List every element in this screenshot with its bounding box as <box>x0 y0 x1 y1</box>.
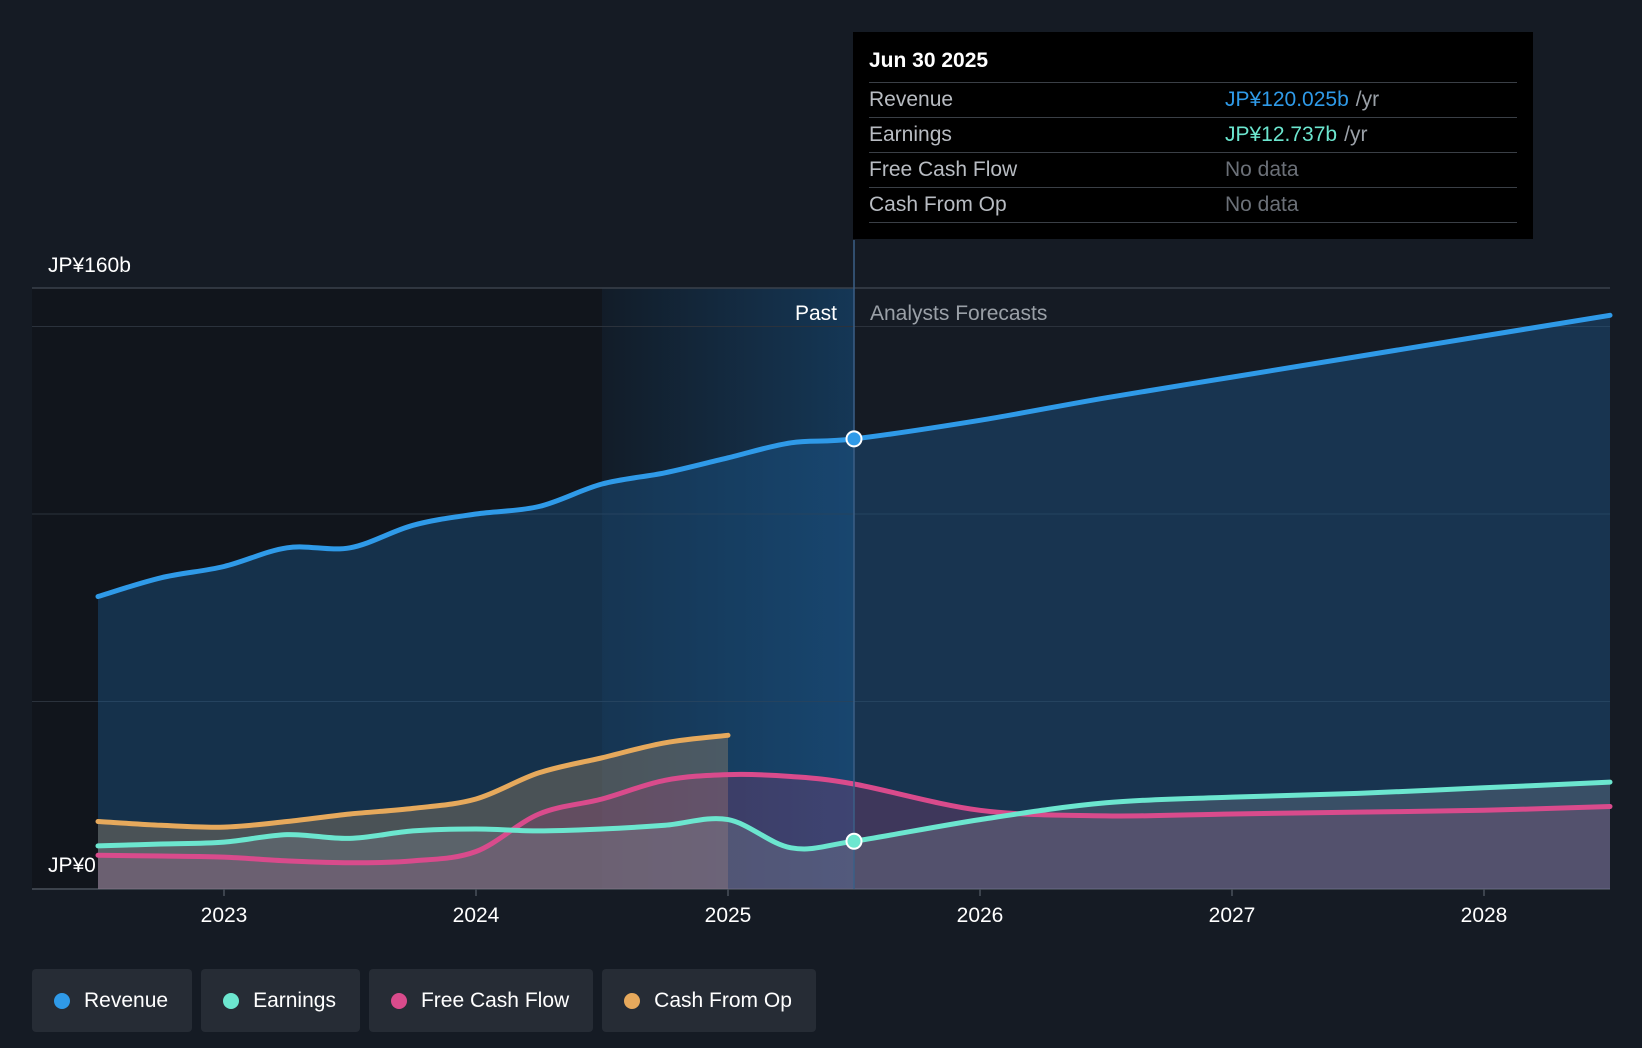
tooltip-value-earnings: JP¥12.737b <box>1225 123 1338 146</box>
tooltip-row-earnings: Earnings JP¥12.737b /yr <box>869 118 1517 153</box>
tooltip-row-revenue: Revenue JP¥120.025b /yr <box>869 83 1517 118</box>
x-tick-label: 2026 <box>957 904 1004 927</box>
tooltip-date: Jun 30 2025 <box>869 46 1517 83</box>
highlight-band <box>602 288 854 889</box>
y-axis-label-zero: JP¥0 <box>48 854 96 877</box>
revenue-dot-icon <box>54 992 70 1009</box>
tooltip-value-free-cash-flow: No data <box>1225 158 1299 181</box>
legend-item-earnings[interactable]: Earnings <box>201 969 360 1032</box>
revenue-line <box>95 312 1613 599</box>
tooltip-row-cash-from-op: Cash From Op No data <box>869 188 1517 223</box>
legend-label: Earnings <box>253 988 336 1012</box>
past-label: Past <box>795 302 837 325</box>
tooltip-unit: /yr <box>1344 123 1368 146</box>
x-tick-label: 2024 <box>453 904 500 927</box>
legend-label: Revenue <box>84 988 169 1012</box>
earnings-dot-icon <box>223 992 240 1009</box>
tooltip-unit: /yr <box>1355 88 1380 111</box>
series-lines <box>95 312 1613 866</box>
tooltip-label: Earnings <box>869 123 952 146</box>
x-tick-label: 2027 <box>1209 904 1256 927</box>
legend: Revenue Earnings Free Cash Flow Cash Fro… <box>32 969 816 1032</box>
legend-label: Cash From Op <box>654 988 792 1012</box>
free-cash-flow-line <box>95 771 1613 866</box>
forecast-label: Analysts Forecasts <box>870 302 1047 325</box>
free-cash-flow-dot-icon <box>390 992 407 1009</box>
legend-item-revenue[interactable]: Revenue <box>32 969 193 1032</box>
tooltip-label: Cash From Op <box>869 193 1007 216</box>
y-axis-label-top: JP¥160b <box>48 254 131 277</box>
tooltip-label: Free Cash Flow <box>869 158 1018 181</box>
legend-label: Free Cash Flow <box>420 988 570 1012</box>
cash-from-op-line <box>95 732 731 830</box>
earnings-marker <box>845 832 863 850</box>
hover-tooltip: Jun 30 2025 Revenue JP¥120.025b /yr Earn… <box>853 32 1533 239</box>
x-tick-label: 2025 <box>705 904 752 927</box>
tooltip-label: Revenue <box>869 88 954 111</box>
x-axis-ticks: 2023 2024 2025 2026 2027 2028 <box>201 889 1508 927</box>
legend-item-cash-from-op[interactable]: Cash From Op <box>602 969 816 1032</box>
cash-from-op-area <box>98 735 728 889</box>
tooltip-value-revenue: JP¥120.025b <box>1225 88 1349 111</box>
earnings-line <box>95 779 1613 852</box>
tooltip-value-cash-from-op: No data <box>1225 193 1299 216</box>
tooltip-value-group: JP¥120.025b /yr <box>1225 83 1379 117</box>
legend-item-free-cash-flow[interactable]: Free Cash Flow <box>368 969 594 1032</box>
series-markers <box>845 430 863 850</box>
tooltip-value-group: JP¥12.737b /yr <box>1225 118 1367 152</box>
x-tick-label: 2023 <box>201 904 248 927</box>
cash-from-op-dot-icon <box>624 992 641 1009</box>
earnings-area <box>98 782 1610 889</box>
gridlines <box>32 287 1610 890</box>
revenue-marker <box>845 430 863 448</box>
x-tick-label: 2028 <box>1461 904 1508 927</box>
tooltip-row-free-cash-flow: Free Cash Flow No data <box>869 153 1517 188</box>
